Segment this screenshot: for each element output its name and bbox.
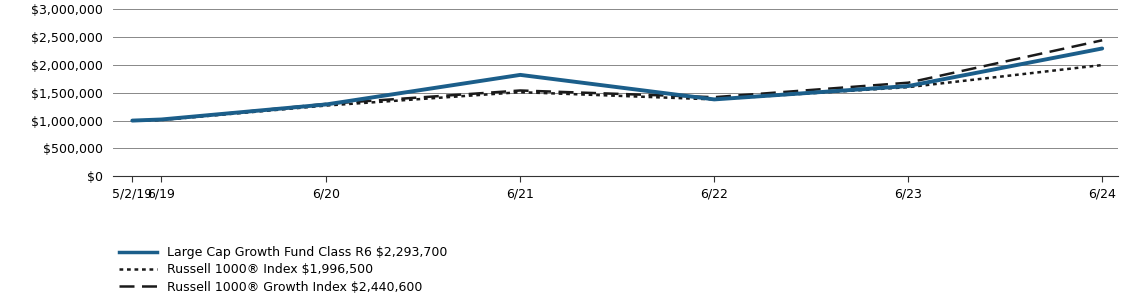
Legend: Large Cap Growth Fund Class R6 $2,293,700, Russell 1000® Index $1,996,500, Russe: Large Cap Growth Fund Class R6 $2,293,70… [120, 246, 447, 294]
